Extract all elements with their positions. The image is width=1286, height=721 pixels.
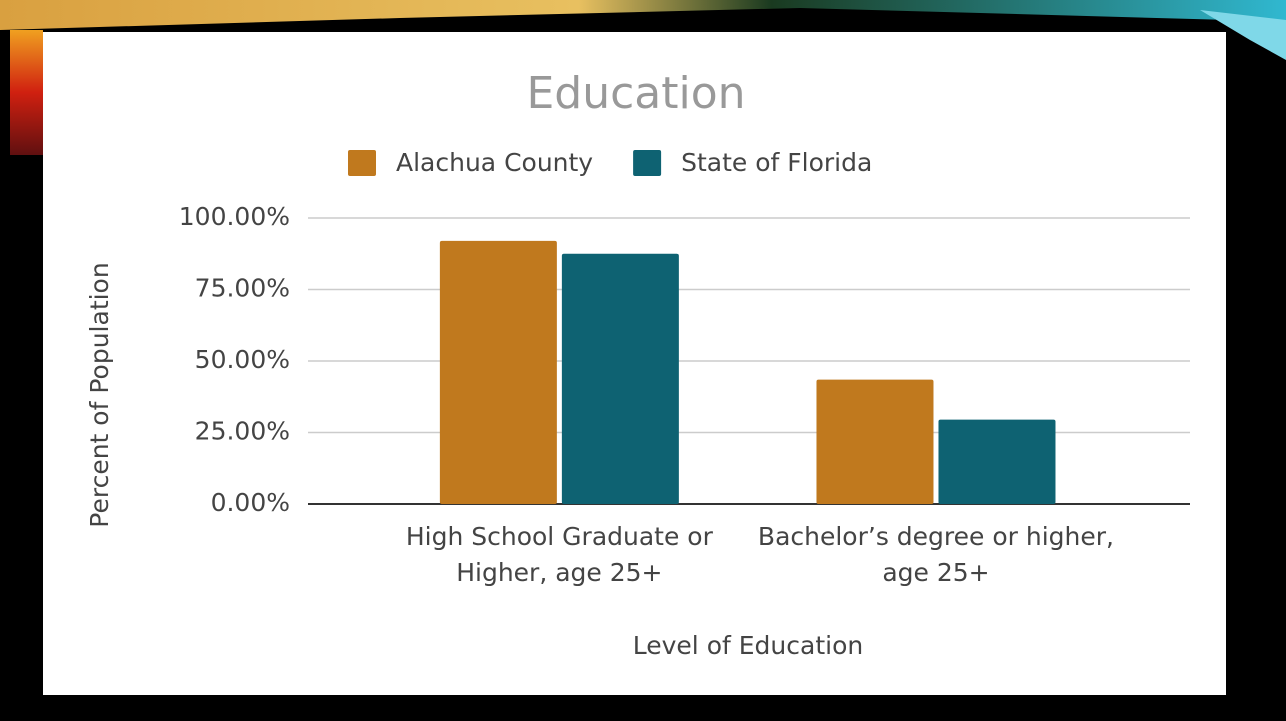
decor-stripe [1200,10,1286,60]
bar [816,379,934,504]
legend-swatch [348,150,376,176]
y-tick-label: 25.00% [195,417,290,446]
decor-stripe [0,0,1286,40]
x-tick-label: High School Graduate or Higher, age 25+ [405,522,713,587]
bar [561,253,679,504]
chart-title: Education [526,68,745,119]
y-tick-label: 75.00% [195,274,290,303]
legend-label: Alachua County [396,148,593,177]
bar [439,240,557,504]
y-tick-label: 50.00% [195,345,290,374]
y-tick-label: 100.00% [179,202,290,231]
x-tick-label: Bachelor’s degree or higher, age 25+ [757,522,1114,587]
legend-swatch [633,150,662,176]
bar [938,419,1056,504]
x-axis-title: Level of Education [633,631,863,660]
decor-bar [10,30,43,155]
y-tick-label: 0.00% [211,488,290,517]
legend-label: State of Florida [681,148,872,177]
y-axis-title: Percent of Population [85,262,114,527]
